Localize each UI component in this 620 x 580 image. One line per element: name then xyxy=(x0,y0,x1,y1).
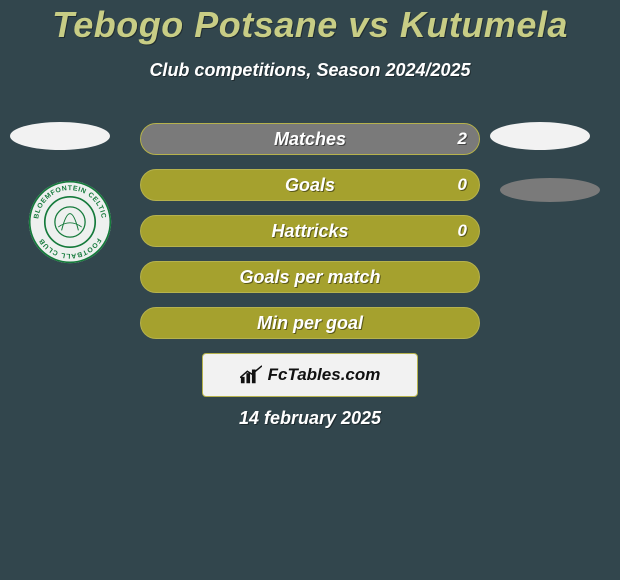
bar-right-value: 0 xyxy=(458,170,467,200)
stat-bar: Min per goal xyxy=(140,307,480,339)
bar-label: Goals per match xyxy=(141,262,479,292)
comparison-infographic: Tebogo Potsane vs Kutumela Club competit… xyxy=(0,0,620,580)
player-left-oval xyxy=(10,122,110,150)
bar-chart-icon xyxy=(240,365,262,385)
stat-bar: Matches2 xyxy=(140,123,480,155)
bar-label: Min per goal xyxy=(141,308,479,338)
stat-bar: Goals per match xyxy=(140,261,480,293)
player-right-oval-2 xyxy=(500,178,600,202)
brand-text: FcTables.com xyxy=(268,365,381,385)
date-text: 14 february 2025 xyxy=(0,408,620,429)
page-title: Tebogo Potsane vs Kutumela xyxy=(0,4,620,46)
bar-right-value: 0 xyxy=(458,216,467,246)
brand-box: FcTables.com xyxy=(202,353,418,397)
bar-label: Hattricks xyxy=(141,216,479,246)
stat-bars: Matches2Goals0Hattricks0Goals per matchM… xyxy=(140,123,480,353)
bar-right-value: 2 xyxy=(458,124,467,154)
bar-label: Matches xyxy=(141,124,479,154)
stat-bar: Goals0 xyxy=(140,169,480,201)
stat-bar: Hattricks0 xyxy=(140,215,480,247)
bar-label: Goals xyxy=(141,170,479,200)
subtitle: Club competitions, Season 2024/2025 xyxy=(0,60,620,81)
crest-icon: BLOEMFONTEIN CELTIC FOOTBALL CLUB xyxy=(28,180,112,264)
player-right-oval xyxy=(490,122,590,150)
club-crest: BLOEMFONTEIN CELTIC FOOTBALL CLUB xyxy=(28,180,112,264)
